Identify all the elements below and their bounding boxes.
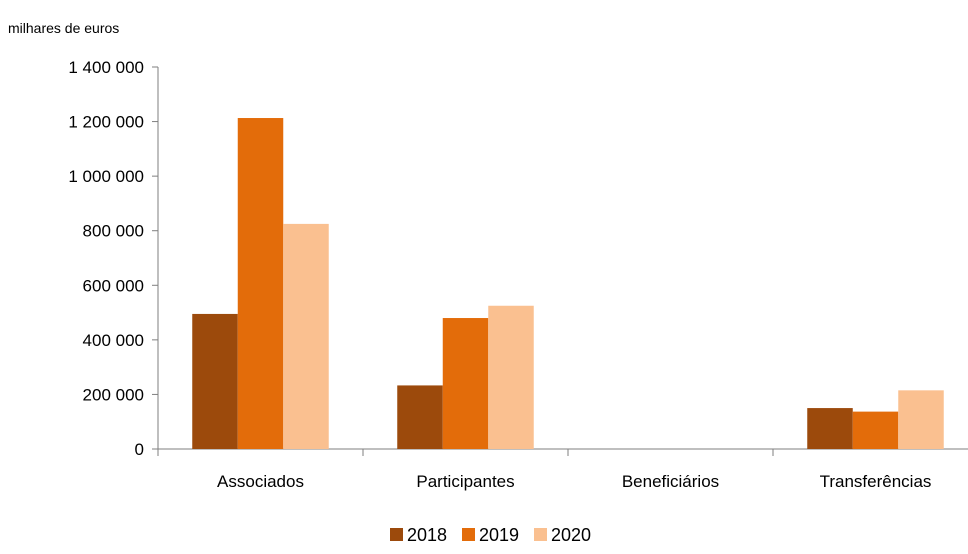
legend-label-2018: 2018 [407,525,447,545]
bar-2019-participantes [442,318,489,449]
legend: 2018 2019 2020 [390,525,591,545]
legend-label-2019: 2019 [479,525,519,545]
y-tick-label: 0 [135,440,144,459]
legend-label-2020: 2020 [551,525,591,545]
legend-swatch-2020 [534,528,547,541]
legend-swatch-2018 [390,528,403,541]
x-tick-label: Associados [217,472,304,491]
bar-2018-associados [192,313,238,449]
bar-2019-associados [237,118,284,449]
tick-labels: 0 200 000 400 000 600 000 800 000 1 000 000 1 … [68,58,931,491]
y-tick-label: 1 400 000 [68,58,144,77]
bar-2020-transferências [898,390,944,449]
x-tick-label: Transferências [820,472,932,491]
y-tick-label: 400 000 [83,331,144,350]
bar-2020-participantes [488,305,534,449]
bar-2018-participantes [397,385,443,449]
y-tick-label: 200 000 [83,385,144,404]
y-axis-unit-label: milhares de euros [8,20,119,36]
bar-2018-transferências [807,408,853,449]
y-tick-label: 1 000 000 [68,167,144,186]
bars [192,118,944,449]
y-tick-label: 800 000 [83,222,144,241]
y-tick-label: 600 000 [83,276,144,295]
legend-swatch-2019 [462,528,475,541]
bar-2019-transferências [852,411,899,449]
bar-2020-associados [283,223,329,449]
y-tick-label: 1 200 000 [68,113,144,132]
x-tick-label: Participantes [416,472,514,491]
x-tick-label: Beneficiários [622,472,719,491]
